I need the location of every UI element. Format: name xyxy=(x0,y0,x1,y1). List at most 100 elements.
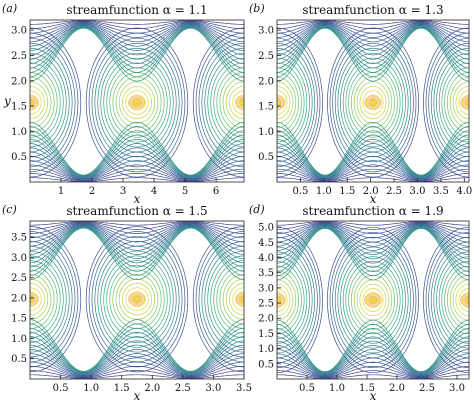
closed-streamline xyxy=(30,245,70,353)
closed-streamline xyxy=(115,76,159,129)
closed-streamline xyxy=(337,246,409,354)
open-streamline xyxy=(277,223,469,247)
open-streamline xyxy=(30,223,244,247)
closed-streamline xyxy=(229,283,244,316)
open-streamline xyxy=(30,221,244,230)
open-streamline xyxy=(30,173,244,182)
open-streamline xyxy=(277,156,469,180)
closed-streamline xyxy=(125,287,149,312)
closed-streamline xyxy=(109,264,165,334)
closed-streamline xyxy=(192,226,244,373)
y-tick-label: 2.5 xyxy=(258,299,274,310)
closed-streamline xyxy=(340,251,406,349)
vortex-core xyxy=(277,293,286,307)
open-streamline xyxy=(277,168,469,181)
open-streamline xyxy=(30,224,244,251)
closed-streamline xyxy=(30,81,49,124)
open-streamline xyxy=(277,130,469,177)
open-streamline xyxy=(277,221,469,230)
open-streamline xyxy=(30,336,244,374)
open-streamline xyxy=(277,227,469,277)
open-streamline xyxy=(277,344,469,376)
closed-streamline xyxy=(345,62,401,143)
y-tick-label: 3.5 xyxy=(258,268,274,279)
closed-streamline xyxy=(219,269,244,329)
closed-streamline xyxy=(444,67,469,138)
open-streamline xyxy=(277,223,469,243)
closed-streamline xyxy=(30,241,73,358)
closed-streamline xyxy=(430,241,469,359)
closed-streamline xyxy=(103,255,171,343)
closed-streamline xyxy=(365,292,381,308)
open-streamline xyxy=(277,222,469,234)
open-streamline xyxy=(277,21,469,34)
closed-streamline xyxy=(277,226,323,374)
closed-streamline xyxy=(122,283,152,316)
y-tick-label: 1.5 xyxy=(11,102,27,113)
vortex-core-center xyxy=(465,296,469,304)
closed-streamline xyxy=(327,27,419,178)
x-tick-label: 3.0 xyxy=(449,383,465,394)
x-tick-label: 2.0 xyxy=(389,383,405,394)
closed-streamline xyxy=(30,274,52,325)
y-tick-label: 4.0 xyxy=(258,253,274,264)
open-streamline xyxy=(30,156,244,180)
closed-streamline xyxy=(30,260,61,339)
closed-streamline xyxy=(342,256,404,344)
closed-streamline xyxy=(30,236,76,363)
closed-streamline xyxy=(30,287,42,312)
open-streamline xyxy=(30,134,244,177)
closed-streamline xyxy=(85,27,189,178)
closed-streamline xyxy=(103,57,171,148)
panel-b: 0.5 1.0 1.5 2.0 2.5 3.0 3.5 4.0 0.5 1.0 1.5 2.0 2.5 3… xyxy=(249,2,472,206)
open-streamline xyxy=(30,224,244,255)
contour-lines xyxy=(30,20,244,182)
closed-streamline xyxy=(461,94,469,111)
open-streamline xyxy=(277,21,469,38)
open-streamline xyxy=(277,23,469,47)
open-streamline xyxy=(30,26,244,73)
open-streamline xyxy=(277,361,469,378)
open-streamline xyxy=(30,227,244,276)
vortex-core-center xyxy=(240,295,244,303)
closed-streamline xyxy=(85,226,189,373)
closed-streamline xyxy=(30,57,64,148)
closed-streamline xyxy=(30,269,55,329)
closed-streamline xyxy=(30,32,79,173)
x-tick-label: 1 xyxy=(58,186,64,197)
closed-streamline xyxy=(277,274,297,326)
open-streamline xyxy=(277,225,469,260)
panel-a: 1 2 3 4 5 6 0.5 1.0 1.5 2.0 2.5 3.0 x y streamfunction… xyxy=(2,2,245,206)
open-streamline xyxy=(277,121,469,176)
y-tick-label: 3.0 xyxy=(11,26,27,37)
closed-streamline xyxy=(201,42,244,163)
open-streamline xyxy=(30,24,244,60)
closed-streamline xyxy=(88,231,186,368)
open-streamline xyxy=(277,177,469,182)
open-streamline xyxy=(30,221,244,226)
closed-streamline xyxy=(213,62,244,143)
vortex-core-center xyxy=(369,296,377,304)
x-tick-label: 1.0 xyxy=(83,383,99,394)
closed-streamline xyxy=(337,47,409,158)
x-tick-label: 2 xyxy=(89,186,95,197)
panel-label: (d) xyxy=(249,203,265,216)
closed-streamline xyxy=(30,62,61,143)
y-tick-label: 1.0 xyxy=(11,127,27,138)
closed-streamline xyxy=(30,226,82,373)
closed-streamline xyxy=(122,85,152,120)
closed-streamline xyxy=(235,94,244,111)
vortex-core-center xyxy=(465,99,469,107)
panel-title: streamfunction α = 1.1 xyxy=(66,3,207,17)
open-streamline xyxy=(277,226,469,268)
open-streamline xyxy=(30,319,244,372)
y-tick-label: 1.0 xyxy=(258,344,274,355)
x-tick-label: 2.5 xyxy=(175,383,191,394)
closed-streamline xyxy=(365,94,381,111)
closed-streamline xyxy=(30,72,55,133)
closed-streamline xyxy=(353,76,393,129)
x-tick-label: 4.0 xyxy=(456,186,472,197)
x-tick-label: 4 xyxy=(151,186,157,197)
open-streamline xyxy=(277,25,469,65)
closed-streamline xyxy=(30,47,70,158)
